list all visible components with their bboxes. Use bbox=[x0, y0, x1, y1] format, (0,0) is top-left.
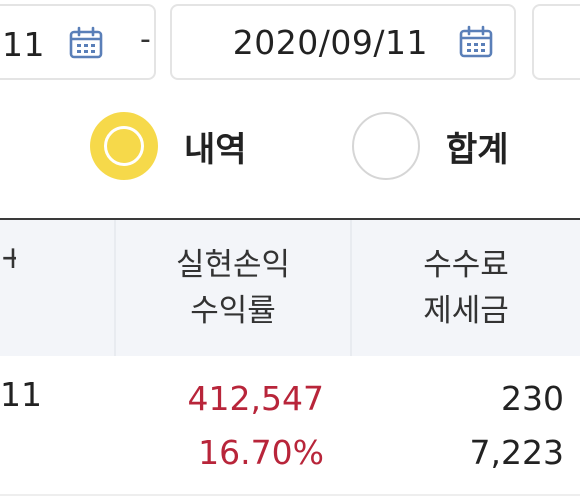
table-row[interactable]: 11 412,547 16.70% 230 7,223 bbox=[0, 356, 580, 496]
header-cell-fee: 수수료 제세금 bbox=[352, 220, 580, 356]
end-date-value: 2020/09/11 bbox=[232, 22, 428, 62]
radio-total[interactable]: 합계 bbox=[352, 112, 509, 180]
row-date: 11 bbox=[0, 375, 42, 414]
calendar-icon[interactable] bbox=[68, 26, 104, 60]
search-button[interactable] bbox=[532, 4, 580, 80]
radio-selected-indicator[interactable] bbox=[90, 112, 158, 180]
calendar-icon[interactable] bbox=[458, 25, 494, 59]
start-date-value: 11 bbox=[2, 25, 45, 64]
start-date-field[interactable]: 11 bbox=[0, 4, 156, 80]
table-header: + 실현손익 수익률 수수료 제세금 bbox=[0, 220, 580, 356]
trade-result-table: + 실현손익 수익률 수수료 제세금 11 412,547 16.70% 230… bbox=[0, 218, 580, 496]
row-divider bbox=[0, 494, 580, 496]
radio-unselected-indicator[interactable] bbox=[352, 112, 420, 180]
view-mode-radio-group: 내역 합계 bbox=[0, 112, 580, 184]
row-realized-pl: 412,547 bbox=[187, 379, 324, 418]
header-return-rate-label: 수익률 bbox=[190, 293, 276, 329]
header-realized-pl-label: 실현손익 bbox=[175, 247, 291, 283]
radio-detail[interactable]: 내역 bbox=[90, 112, 247, 180]
end-date-field[interactable]: 2020/09/11 bbox=[170, 4, 516, 80]
radio-detail-label: 내역 bbox=[184, 129, 247, 170]
row-return-rate: 16.70% bbox=[198, 433, 324, 472]
row-tax: 7,223 bbox=[469, 433, 564, 472]
header-tax-label: 제세금 bbox=[423, 293, 509, 329]
header-cell-partial: + bbox=[0, 240, 16, 270]
radio-total-label: 합계 bbox=[446, 129, 509, 170]
table-top-divider bbox=[0, 218, 580, 220]
header-cell-realized-pl: 실현손익 수익률 bbox=[116, 220, 350, 356]
date-range-separator: - bbox=[140, 22, 151, 57]
header-fee-label: 수수료 bbox=[423, 247, 509, 283]
row-fee: 230 bbox=[501, 379, 564, 418]
